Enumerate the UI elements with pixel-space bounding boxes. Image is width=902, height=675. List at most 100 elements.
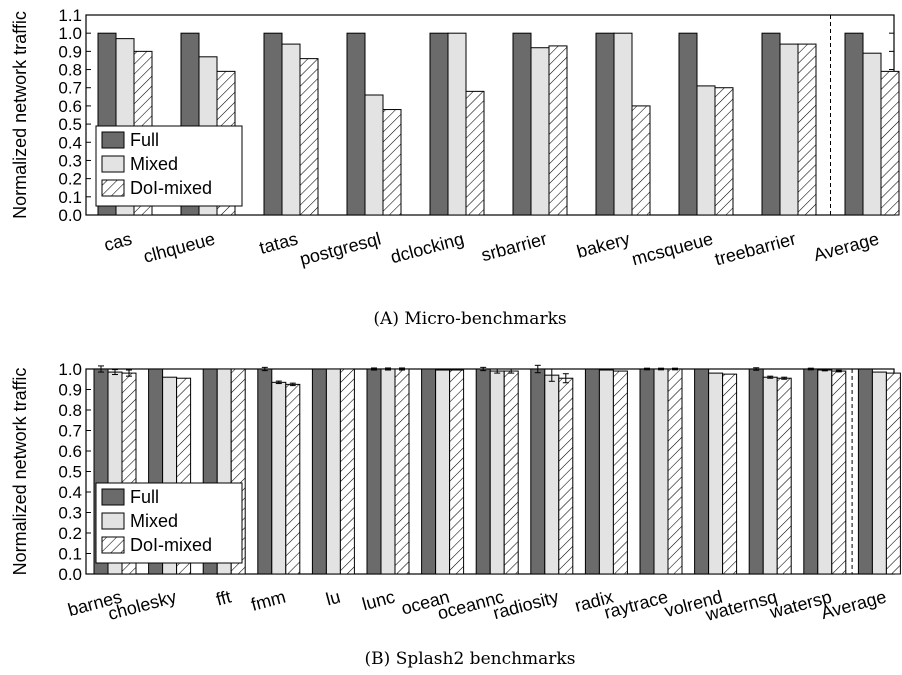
x-tick-label: srbarrier bbox=[479, 229, 549, 266]
y-axis-label: Normalized network traffic bbox=[10, 11, 30, 219]
y-tick-label: 0.4 bbox=[58, 483, 82, 502]
bar-full-lu bbox=[311, 368, 327, 575]
bar-full-mcsqueue bbox=[678, 32, 698, 216]
figure-caption: (B) Splash2 benchmarks bbox=[365, 649, 576, 669]
legend-label: Mixed bbox=[130, 511, 178, 531]
legend-swatch-doi-mixed bbox=[101, 536, 125, 554]
y-tick-label: 1.1 bbox=[58, 6, 82, 25]
bar-doi-mixed-raytrace bbox=[667, 368, 683, 575]
bar-mixed-ocean bbox=[435, 369, 451, 575]
bar-doi-mixed-radix bbox=[612, 370, 628, 575]
bar-doi-mixed-bakery bbox=[631, 105, 651, 216]
bar-full-lunc bbox=[366, 368, 382, 575]
legend-swatch-doi-mixed bbox=[101, 179, 125, 197]
bar-doi-mixed-average bbox=[880, 70, 900, 216]
bar-full-raytrace bbox=[639, 368, 655, 575]
bar-mixed-dclocking bbox=[447, 32, 467, 216]
x-tick-label: cas bbox=[102, 229, 134, 256]
bar-mixed-waternsq bbox=[762, 376, 778, 575]
bar-mixed-volrend bbox=[708, 372, 724, 575]
legend: Full Mixed DoI-mixed bbox=[95, 125, 243, 207]
x-tick-label: fft bbox=[214, 587, 233, 610]
legend-swatch-full bbox=[101, 131, 125, 149]
bar-full-ocean bbox=[421, 368, 437, 575]
y-tick-label: 0.3 bbox=[58, 151, 82, 170]
bar-doi-mixed-mcsqueue bbox=[714, 87, 734, 216]
bar-full-average bbox=[857, 368, 873, 575]
y-tick-label: 0.2 bbox=[58, 170, 82, 189]
y-tick-label: 0.3 bbox=[58, 504, 82, 523]
bar-doi-mixed-fmm bbox=[285, 383, 301, 575]
bar-mixed-radix bbox=[598, 369, 614, 575]
bar-full-oceannc bbox=[475, 368, 491, 575]
y-tick-label: 0.7 bbox=[58, 422, 82, 441]
y-tick-label: 1.0 bbox=[58, 24, 82, 43]
y-tick-label: 0.0 bbox=[58, 565, 82, 584]
x-tick-label: dclocking bbox=[388, 229, 466, 268]
bar-full-postgresql bbox=[346, 32, 366, 216]
bar-full-dclocking bbox=[429, 32, 449, 216]
bar-doi-mixed-radiosity bbox=[558, 377, 574, 575]
bar-mixed-average bbox=[862, 52, 882, 216]
bar-mixed-oceannc bbox=[489, 370, 505, 575]
y-tick-label: 0.6 bbox=[58, 442, 82, 461]
bar-mixed-bakery bbox=[613, 32, 633, 216]
bar-doi-mixed-average bbox=[885, 372, 901, 575]
x-tick-label: raytrace bbox=[602, 587, 670, 623]
y-tick-label: 0.1 bbox=[58, 545, 82, 564]
bar-doi-mixed-srbarrier bbox=[548, 45, 568, 216]
x-tick-label: bakery bbox=[575, 229, 632, 262]
bar-mixed-average bbox=[871, 371, 887, 575]
y-tick-label: 0.2 bbox=[58, 524, 82, 543]
bar-doi-mixed-ocean bbox=[449, 369, 465, 575]
y-tick-label: 0.8 bbox=[58, 61, 82, 80]
x-tick-label: lunc bbox=[360, 587, 397, 615]
bar-mixed-lunc bbox=[380, 368, 396, 575]
bar-full-srbarrier bbox=[512, 32, 532, 216]
x-tick-label: treebarrier bbox=[713, 229, 798, 270]
y-tick-label: 0.8 bbox=[58, 401, 82, 420]
y-tick-label: 0.6 bbox=[58, 97, 82, 116]
y-tick-label: 0.5 bbox=[58, 115, 82, 134]
bar-mixed-radiosity bbox=[544, 374, 560, 575]
bar-doi-mixed-lunc bbox=[394, 368, 410, 575]
y-tick-label: 0.9 bbox=[58, 381, 82, 400]
figure-caption: (A) Micro-benchmarks bbox=[373, 309, 566, 329]
bar-full-radix bbox=[584, 368, 600, 575]
y-tick-label: 0.0 bbox=[58, 206, 82, 225]
x-tick-label: Average bbox=[811, 229, 881, 266]
bar-full-tatas bbox=[263, 32, 283, 216]
y-tick-label: 1.0 bbox=[58, 360, 82, 379]
bar-mixed-lu bbox=[325, 368, 341, 575]
bar-doi-mixed-tatas bbox=[299, 58, 319, 216]
chart-micro-benchmarks: 0.00.10.20.30.40.50.60.70.80.91.01.1 Norm… bbox=[10, 6, 900, 329]
bar-doi-mixed-dclocking bbox=[465, 90, 485, 216]
legend-label: Full bbox=[130, 487, 159, 507]
bar-doi-mixed-treebarrier bbox=[797, 43, 817, 216]
bar-doi-mixed-lu bbox=[339, 368, 355, 575]
x-tick-label: lu bbox=[324, 587, 343, 610]
legend-label: Full bbox=[130, 130, 159, 150]
y-tick-label: 0.9 bbox=[58, 42, 82, 61]
x-tick-label: tatas bbox=[257, 229, 300, 258]
x-tick-label: mcsqueue bbox=[630, 229, 715, 270]
y-tick-label: 0.5 bbox=[58, 463, 82, 482]
legend-swatch-mixed bbox=[101, 155, 125, 173]
legend-label: Mixed bbox=[130, 154, 178, 174]
y-tick-label: 0.7 bbox=[58, 79, 82, 98]
bar-full-fmm bbox=[257, 368, 273, 575]
bar-mixed-treebarrier bbox=[779, 43, 799, 216]
legend-swatch-mixed bbox=[101, 512, 125, 530]
bar-mixed-tatas bbox=[281, 43, 301, 216]
bar-doi-mixed-volrend bbox=[722, 373, 738, 575]
legend-label: DoI-mixed bbox=[130, 178, 212, 198]
bar-full-watersp bbox=[803, 368, 819, 575]
bar-mixed-fmm bbox=[271, 381, 287, 575]
y-tick-label: 0.1 bbox=[58, 188, 82, 207]
bar-doi-mixed-waternsq bbox=[776, 377, 792, 575]
bar-doi-mixed-oceannc bbox=[503, 370, 519, 575]
x-tick-label: postgresql bbox=[298, 229, 383, 270]
chart-splash2: 0.00.1 0.20.3 0.40.5 0.60.7 0.80.9 1.0 Normali… bbox=[10, 360, 901, 669]
bar-full-radiosity bbox=[530, 368, 546, 575]
